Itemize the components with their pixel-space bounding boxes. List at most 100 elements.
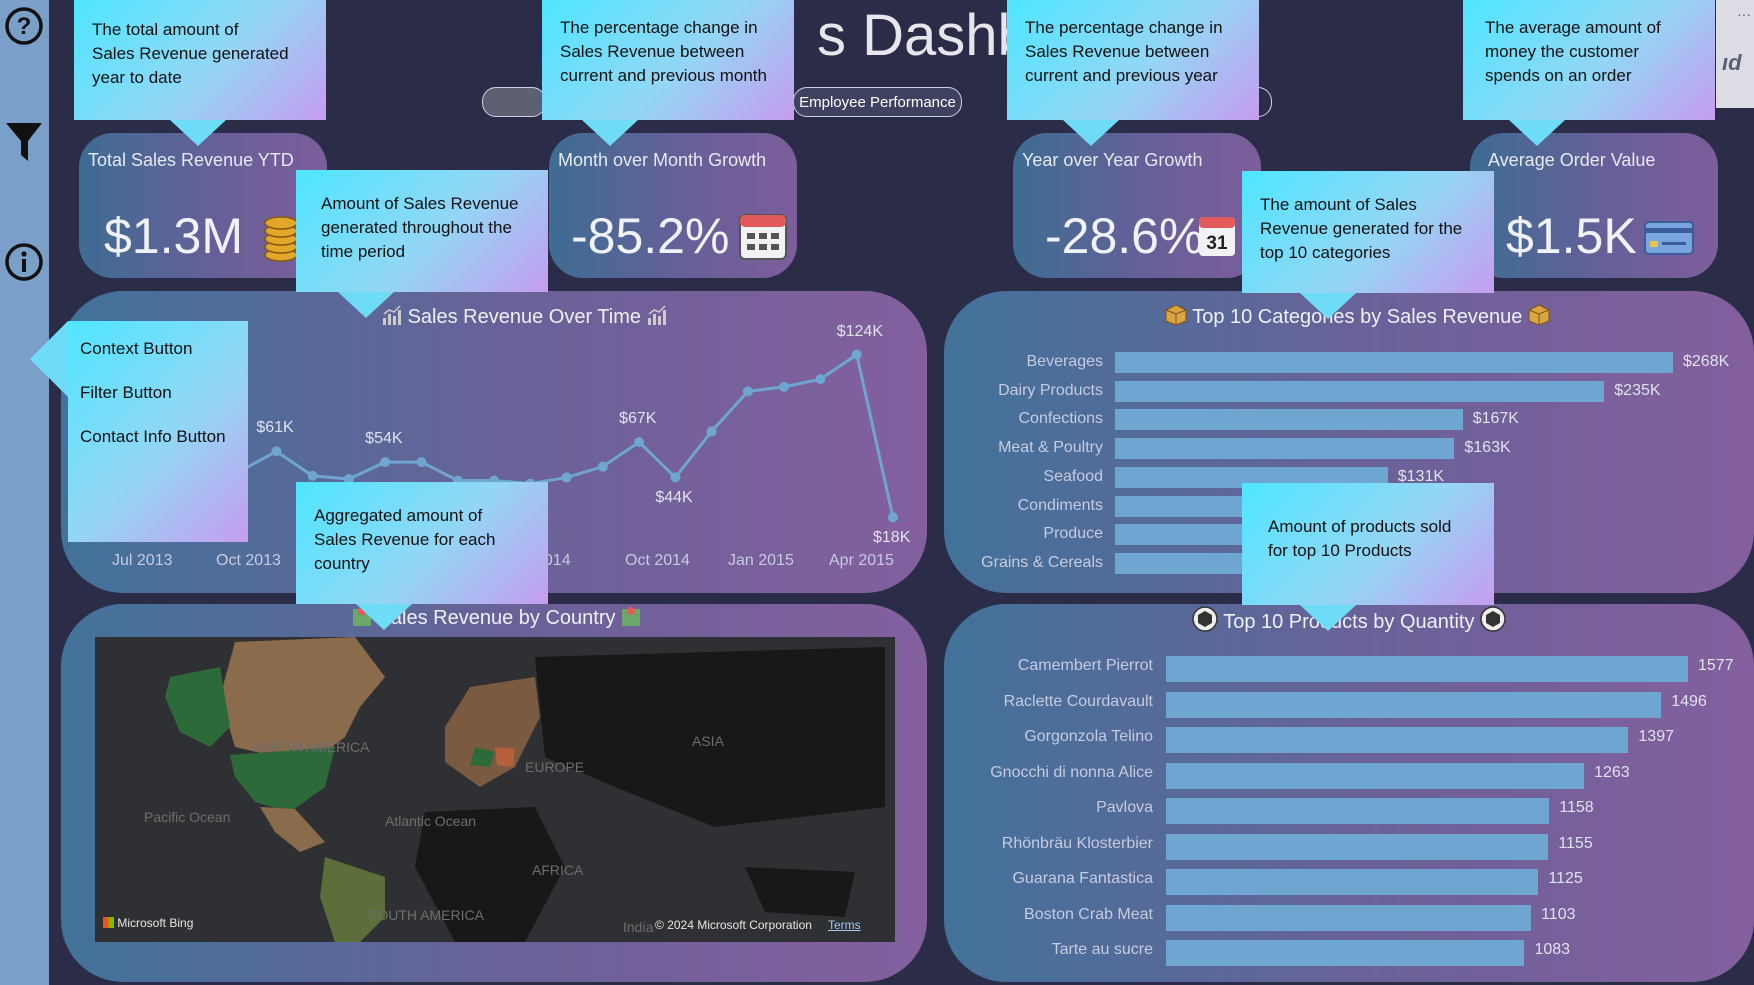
bar[interactable] [1166,833,1549,860]
x-tick-label: Apr 2015 [829,552,894,569]
bar[interactable] [1166,691,1662,718]
data-point[interactable] [815,374,826,385]
map-label: NORTH AMERICA [253,739,370,755]
bar[interactable] [1115,438,1455,460]
chart-title-text: Top 10 Categories by Sales Revenue [1192,306,1523,328]
kpi-card-ytd: Total Sales Revenue YTD $1.3M [79,133,327,278]
category-label: Grains & Cereals [981,553,1103,571]
chart-icon [647,304,667,332]
more-options-icon[interactable]: ··· [1737,6,1751,22]
tooltip-products: Amount of products sold for top 10 Produ… [1242,483,1494,631]
bar-value-label: 1083 [1534,941,1571,958]
kpi-label: Total Sales Revenue YTD [88,150,294,170]
data-point[interactable] [597,461,608,472]
bar[interactable] [1166,869,1539,895]
bar[interactable] [1115,466,1388,488]
credit-card-icon [1644,221,1694,260]
tooltip-side-buttons: Context Button Filter Button Contact Inf… [30,321,248,542]
kpi-card-mom: Month over Month Growth -85.2% [549,133,797,278]
bar[interactable] [1166,727,1629,753]
tooltip-filter-button: Filter Button [80,383,172,402]
chart-title-text: Sales Revenue by Country [377,607,616,629]
calendar-day: 31 [1206,233,1228,254]
cube-icon [1192,606,1218,638]
tooltip-arrow [1300,293,1356,319]
kpi-card-aov: Average Order Value $1.5K [1470,133,1718,278]
category-label: Meat & Poultry [998,439,1103,457]
kpi-label: Year over Year Growth [1022,150,1203,170]
bar[interactable] [1115,352,1673,373]
map-label: AFRICA [532,862,584,878]
tooltip-arrow [170,120,226,146]
tooltip-yoy: The percentage change in Sales Revenue b… [1007,0,1259,146]
category-label: Condiments [1017,496,1103,514]
data-point[interactable] [343,473,354,484]
tooltip-text: Amount of Sales Revenue generated throug… [321,194,519,261]
x-tick-label: Oct 2013 [216,552,281,569]
bar[interactable] [1115,380,1605,402]
data-point[interactable] [851,349,862,360]
corner-tab[interactable]: ıd ··· [1716,0,1754,108]
data-label: $67K [619,410,657,428]
kpi-label: Month over Month Growth [558,150,767,170]
nav-button-left[interactable] [482,87,546,117]
tooltip-text: The total amount of Sales Revenue genera… [92,20,289,87]
kpi-value: -28.6% [1045,208,1204,264]
kpi-value: $1.3M [104,208,243,264]
data-point[interactable] [888,512,898,523]
bing-attribution: Microsoft Bing [103,916,193,930]
bar[interactable] [1166,904,1532,931]
map-copyright: © 2024 Microsoft Corporation [655,918,812,932]
category-label: Rhönbräu Klosterbier [1001,834,1153,852]
data-label: $61K [256,419,294,437]
filter-icon[interactable] [4,122,44,162]
tooltip-over-time: Amount of Sales Revenue generated throug… [296,170,548,318]
map-label: Atlantic Ocean [385,813,477,829]
bar-value-label: 1155 [1558,834,1593,852]
employee-performance-button[interactable]: Employee Performance [793,87,962,117]
category-label: Gnocchi di nonna Alice [990,763,1153,781]
data-point[interactable] [561,472,572,483]
bar-value-label: 1397 [1638,728,1674,745]
tooltip-arrow [30,321,68,397]
kpi-card-yoy: Year over Year Growth -28.6% 31 [1013,133,1261,278]
tooltip-country: Aggregated amount of Sales Revenue for e… [296,482,548,630]
bar[interactable] [1166,762,1585,789]
bar-value-label: 1125 [1548,870,1583,887]
tooltip-text: The amount of Sales Revenue generated fo… [1260,195,1463,262]
data-label: $44K [655,489,693,507]
tooltip-text: Amount of products sold for top 10 Produ… [1268,517,1452,560]
calendar-icon [738,211,788,266]
data-point[interactable] [706,426,717,437]
data-point[interactable] [742,386,753,397]
category-label: Tarte au sucre [1051,941,1153,958]
help-icon[interactable]: ? [4,6,44,46]
data-point[interactable] [779,381,790,392]
tooltip-arrow [356,604,412,630]
data-point[interactable] [416,457,427,468]
bar[interactable] [1166,798,1550,824]
data-point[interactable] [271,446,282,457]
tooltip-arrow [338,292,394,318]
bar[interactable] [1166,940,1525,966]
world-map[interactable]: NORTH AMERICA EUROPE ASIA AFRICA SOUTH A… [95,637,895,942]
bar[interactable] [1115,409,1463,431]
bar-value-label: 1263 [1594,763,1630,781]
terms-link[interactable]: Terms [828,918,861,932]
tooltip-categories: The amount of Sales Revenue generated fo… [1242,171,1494,319]
tooltip-mom: The percentage change in Sales Revenue b… [542,0,794,146]
info-icon[interactable] [4,242,44,282]
data-label: $18K [873,529,911,547]
data-point[interactable] [670,472,681,483]
bar[interactable] [1166,656,1688,682]
tooltip-text: The percentage change in Sales Revenue b… [560,18,767,85]
tooltip-arrow [582,120,638,146]
data-point[interactable] [307,470,318,481]
data-point[interactable] [380,457,391,468]
kpi-value: -85.2% [571,208,730,264]
sales-over-time-title: Sales Revenue Over Time [382,304,667,332]
tooltip-context-button: Context Button [80,339,193,358]
tooltip-arrow [1300,605,1356,631]
data-point[interactable] [634,437,645,448]
tooltip-contact-info-button: Contact Info Button [80,427,226,446]
